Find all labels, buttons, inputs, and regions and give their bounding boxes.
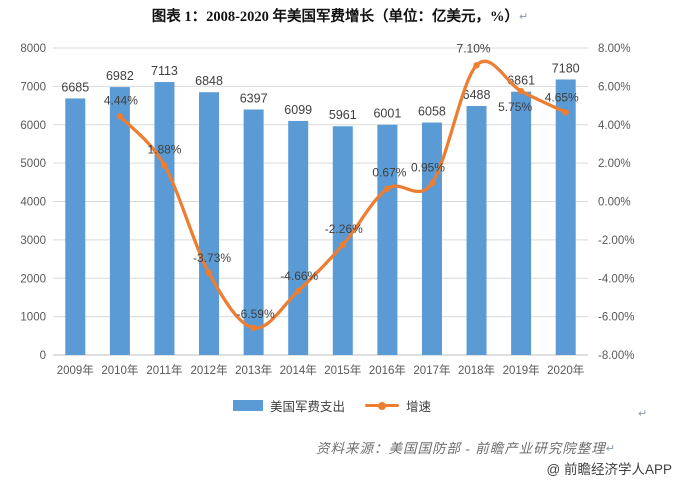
bar-value-label: 6685	[61, 80, 89, 94]
x-axis-tick: 2018年	[458, 363, 495, 377]
line-point-label: 0.95%	[411, 160, 445, 174]
chart-title-text: 图表 1：2008-2020 年美国军费增长（单位：亿美元，%）	[151, 9, 520, 25]
bar-value-label: 6848	[195, 74, 223, 88]
bar	[466, 106, 487, 355]
line-point-label: -6.59%	[237, 307, 275, 321]
bar-value-label: 6099	[284, 103, 312, 117]
line-marker-swatch-icon	[365, 400, 399, 411]
x-axis-tick: 2014年	[280, 363, 317, 377]
bar	[421, 122, 442, 355]
bar-value-label: 6397	[240, 92, 268, 106]
y-axis-tick-left: 7000	[20, 81, 46, 93]
y-axis-tick-right: -6.00%	[598, 312, 634, 324]
y-axis-tick-left: 2000	[20, 273, 46, 285]
bar-value-label: 6001	[373, 107, 401, 121]
chart-legend: 美国军费支出 增速	[0, 396, 664, 415]
bar-value-label: 6058	[418, 105, 446, 119]
bar-value-label: 7180	[552, 61, 580, 75]
y-axis-tick-right: -2.00%	[598, 235, 634, 247]
legend-item-spending: 美国军费支出	[232, 396, 345, 415]
bar	[511, 91, 532, 356]
legend-label: 增速	[406, 400, 432, 414]
x-axis-tick: 2012年	[190, 363, 227, 377]
line-marker	[339, 241, 346, 249]
x-axis-tick: 2009年	[57, 363, 94, 377]
bar-value-label: 5961	[329, 108, 357, 122]
line-marker	[250, 324, 257, 332]
line-marker	[562, 109, 569, 116]
paragraph-return-icon: ↵	[638, 407, 648, 420]
bar-swatch-icon	[232, 400, 263, 411]
line-marker	[205, 269, 213, 277]
bar	[377, 124, 398, 355]
line-point-label: -3.73%	[193, 251, 231, 265]
bar	[65, 98, 86, 355]
y-axis-tick-right: 8.00%	[598, 43, 631, 55]
x-axis-tick: 2013年	[235, 363, 272, 377]
bar-value-label: 7113	[151, 64, 178, 78]
x-axis-tick: 2015年	[324, 363, 361, 377]
bar-value-label: 6488	[463, 88, 491, 102]
x-axis-tick: 2016年	[369, 363, 406, 377]
line-point-label: 4.65%	[545, 90, 579, 104]
paragraph-return-icon: ↵	[605, 442, 616, 455]
line-point-label: 7.10%	[457, 41, 491, 55]
paragraph-return-icon: ↵	[519, 10, 529, 23]
line-point-label: -4.66%	[280, 269, 318, 283]
bar	[555, 79, 576, 355]
legend-item-growth: 增速	[365, 396, 431, 415]
chart-title: 图表 1：2008-2020 年美国军费增长（单位：亿美元，%）↵	[0, 5, 680, 26]
y-axis-tick-left: 1000	[20, 312, 46, 324]
y-axis-tick-left: 8000	[20, 43, 46, 55]
line-marker	[384, 185, 391, 192]
bar-value-label: 6982	[106, 69, 134, 83]
line-swatch-dot	[378, 402, 386, 410]
bar	[154, 82, 175, 355]
bar	[199, 92, 220, 355]
line-point-label: 5.75%	[498, 100, 532, 114]
y-axis-tick-left: 6000	[20, 120, 46, 132]
legend-label: 美国军费支出	[269, 400, 345, 414]
y-axis-tick-right: 0.00%	[598, 197, 631, 209]
y-axis-tick-left: 5000	[20, 158, 46, 170]
line-marker	[428, 180, 436, 187]
bar-value-label: 6861	[507, 74, 535, 88]
y-axis-tick-right: -8.00%	[598, 350, 634, 362]
line-marker	[295, 287, 302, 295]
line-marker	[517, 87, 525, 95]
x-axis-tick: 2019年	[503, 363, 540, 377]
x-axis-tick: 2011年	[146, 363, 182, 377]
watermark: @ 前瞻经济学人APP	[546, 462, 672, 477]
line-marker	[116, 113, 124, 120]
bar	[243, 109, 264, 355]
source-note: 资料来源：美国国防部 - 前瞻产业研究院整理↵	[0, 437, 616, 457]
y-axis-tick-left: 4000	[20, 197, 46, 209]
bar	[288, 120, 309, 356]
y-axis-tick-left: 3000	[20, 235, 46, 247]
x-axis-tick: 2020年	[547, 363, 584, 377]
line-marker	[473, 62, 480, 69]
y-axis-tick-right: 4.00%	[598, 120, 631, 132]
y-axis-tick-right: -4.00%	[598, 273, 634, 285]
x-axis-tick: 2010年	[101, 363, 138, 377]
line-point-label: -2.26%	[325, 222, 363, 236]
bar	[109, 87, 130, 356]
line-point-label: 0.67%	[372, 166, 406, 180]
line-point-label: 1.88%	[147, 142, 181, 156]
bar	[332, 126, 353, 355]
y-axis-tick-right: 6.00%	[598, 81, 631, 93]
y-axis-tick-left: 0	[40, 350, 46, 362]
line-point-label: 4.44%	[104, 93, 138, 107]
source-note-text: 资料来源：美国国防部 - 前瞻产业研究院整理	[316, 441, 606, 456]
line-marker	[161, 162, 168, 169]
y-axis-tick-right: 2.00%	[598, 158, 631, 170]
x-axis-tick: 2017年	[413, 363, 450, 377]
